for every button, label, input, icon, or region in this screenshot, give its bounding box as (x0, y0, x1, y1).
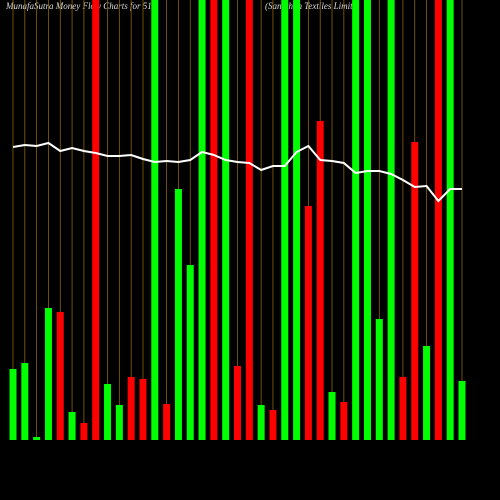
bar (257, 405, 265, 440)
bar (375, 319, 383, 440)
bar (56, 312, 64, 440)
bar (104, 384, 112, 440)
bar (174, 189, 182, 440)
bar (304, 206, 312, 440)
bar (198, 0, 206, 440)
bar (316, 121, 324, 440)
bar (434, 0, 442, 440)
bar (210, 0, 218, 440)
bar (44, 308, 52, 440)
bar (340, 402, 348, 440)
bar (458, 381, 466, 440)
bar (33, 437, 41, 440)
bar (68, 412, 76, 440)
bar (115, 405, 123, 440)
bar (446, 0, 454, 440)
bar (411, 142, 419, 440)
bar (423, 346, 431, 440)
bar (163, 404, 171, 440)
bar (352, 0, 360, 440)
bar (234, 366, 241, 440)
bar (139, 379, 147, 440)
bar (399, 377, 407, 440)
bar (363, 0, 371, 440)
bar (281, 0, 289, 440)
bar (151, 0, 159, 440)
chart-title: MunafaSutra Money Flow Charts for 514 (5, 1, 157, 11)
bar (269, 410, 277, 440)
bar (245, 0, 253, 440)
plot (9, 0, 466, 440)
bar (127, 377, 135, 440)
bar (21, 363, 29, 440)
chart-subtitle: (Sanathan Textiles Limit (265, 1, 353, 11)
bar (387, 0, 395, 440)
bar (293, 0, 301, 440)
bar (92, 0, 100, 440)
bar (186, 265, 194, 440)
bar (9, 369, 17, 440)
bar (328, 392, 336, 440)
bar (80, 423, 88, 440)
flow-line (12, 141, 462, 203)
bar (222, 0, 230, 440)
